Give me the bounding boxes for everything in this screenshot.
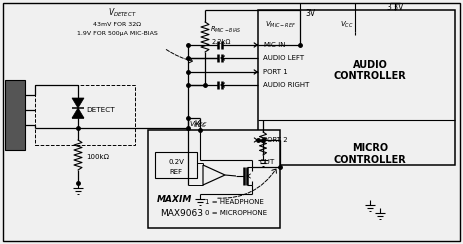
Text: $V_{CC}$: $V_{CC}$ bbox=[189, 120, 203, 130]
Text: AUDIO: AUDIO bbox=[352, 60, 388, 70]
Text: 100kΩ: 100kΩ bbox=[86, 154, 109, 160]
Text: −: − bbox=[202, 166, 210, 175]
Polygon shape bbox=[203, 165, 225, 185]
Text: +: + bbox=[203, 174, 209, 183]
Text: $R_{MIC-BIAS}$: $R_{MIC-BIAS}$ bbox=[210, 25, 241, 35]
Bar bbox=[35, 85, 135, 145]
Text: PORT 2: PORT 2 bbox=[263, 137, 288, 143]
Text: $V_{CC}$: $V_{CC}$ bbox=[340, 20, 354, 30]
Text: 0 = MICROPHONE: 0 = MICROPHONE bbox=[205, 210, 267, 216]
Text: MAXIM: MAXIM bbox=[157, 195, 192, 204]
Bar bbox=[148, 130, 280, 228]
Text: OUT: OUT bbox=[260, 159, 275, 165]
Polygon shape bbox=[72, 98, 84, 108]
Text: 2.2kΩ: 2.2kΩ bbox=[212, 39, 232, 45]
Text: REF: REF bbox=[169, 169, 182, 175]
Bar bbox=[5, 80, 25, 150]
Text: $V_{CC}$: $V_{CC}$ bbox=[193, 120, 207, 130]
Text: $V_{DETECT}$: $V_{DETECT}$ bbox=[108, 7, 137, 19]
Text: MICRO: MICRO bbox=[352, 143, 388, 153]
Text: 1.9V FOR 500μA MIC-BIAS: 1.9V FOR 500μA MIC-BIAS bbox=[76, 30, 157, 35]
Text: $V_{CC}$: $V_{CC}$ bbox=[194, 119, 207, 129]
Text: CONTROLLER: CONTROLLER bbox=[334, 71, 407, 81]
Text: DETECT: DETECT bbox=[87, 107, 115, 113]
Text: AUDIO RIGHT: AUDIO RIGHT bbox=[263, 82, 309, 88]
Bar bbox=[155, 152, 197, 178]
Text: 3V: 3V bbox=[305, 10, 315, 19]
Text: MAX9063: MAX9063 bbox=[160, 209, 203, 217]
Text: PORT 1: PORT 1 bbox=[263, 69, 288, 75]
Bar bbox=[258, 10, 455, 165]
Text: 3.3V: 3.3V bbox=[386, 2, 404, 11]
Text: AUDIO LEFT: AUDIO LEFT bbox=[263, 55, 304, 61]
Text: CONTROLLER: CONTROLLER bbox=[334, 155, 407, 165]
Polygon shape bbox=[72, 108, 84, 118]
Text: 0.2V: 0.2V bbox=[168, 159, 184, 165]
Text: 43mV FOR 32Ω: 43mV FOR 32Ω bbox=[93, 21, 141, 27]
Text: MIC-IN: MIC-IN bbox=[263, 42, 286, 48]
Text: $V_{MIC-REF}$: $V_{MIC-REF}$ bbox=[265, 20, 296, 30]
Text: 1 = HEADPHONE: 1 = HEADPHONE bbox=[205, 199, 264, 205]
